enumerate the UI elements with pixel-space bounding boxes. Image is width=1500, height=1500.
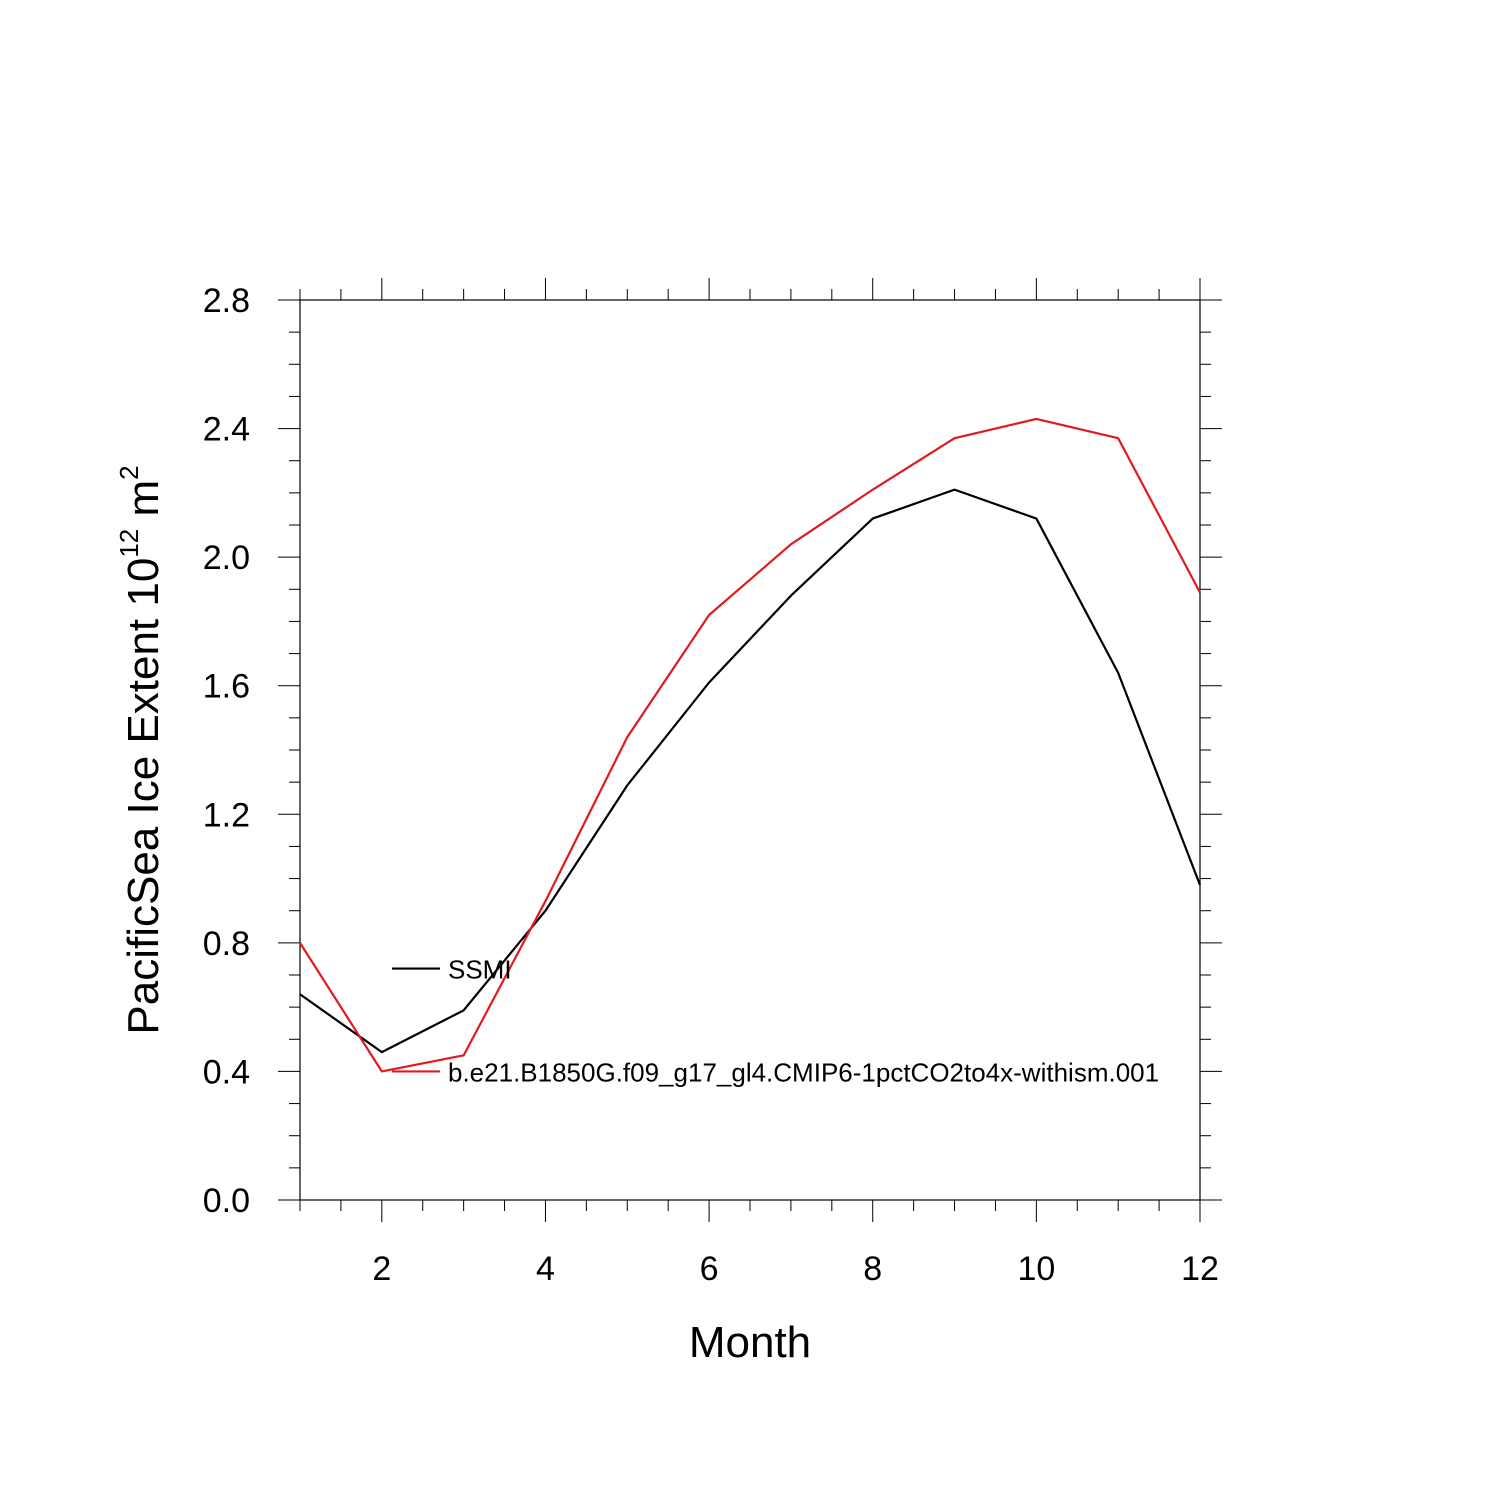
series-line-1	[299, 488, 1202, 1054]
x-tick-label: 6	[700, 1250, 719, 1288]
y-tick-label: 2.8	[203, 282, 250, 320]
y-axis-title-text: PacificSea Ice Extent 10	[119, 558, 168, 1035]
x-tick-label: 8	[863, 1250, 882, 1288]
y-tick-label: 1.6	[203, 668, 250, 706]
y-axis-title-unit: m	[119, 480, 168, 529]
x-tick-label: 4	[536, 1250, 555, 1288]
y-axis-title-superscript-power: 2	[114, 465, 144, 479]
y-tick-label: 2.4	[203, 411, 250, 449]
axis-ticks	[278, 278, 1222, 1222]
x-tick-label: 2	[372, 1250, 391, 1288]
series-lines	[299, 417, 1202, 1073]
x-tick-label: 12	[1181, 1250, 1219, 1288]
legend: SSMI b.e21.B1850G.f09_g17_gl4.CMIP6-1pctC…	[392, 955, 1159, 1087]
y-axis-title-superscript-exponent: 12	[114, 529, 144, 558]
x-tick-label: 10	[1017, 1250, 1055, 1288]
y-tick-label: 0.0	[203, 1182, 250, 1220]
y-tick-label: 0.8	[203, 925, 250, 963]
y-tick-label: 2.0	[203, 539, 250, 577]
y-tick-label: 1.2	[203, 796, 250, 834]
y-tick-label: 0.4	[203, 1053, 250, 1091]
x-axis-title: Month	[689, 1318, 811, 1367]
legend-label-1: SSMI	[448, 955, 512, 985]
series-line-2	[299, 417, 1201, 1073]
tick-labels: 2 4 6 8 10 12 0.0 0.4 0.8 1.2 1.6 2.0 2.4 2.8	[203, 282, 1219, 1288]
legend-label-2: b.e21.B1850G.f09_g17_gl4.CMIP6-1pctCO2to…	[448, 1057, 1159, 1087]
y-axis-title: PacificSea Ice Extent 1012 m2	[114, 465, 168, 1034]
